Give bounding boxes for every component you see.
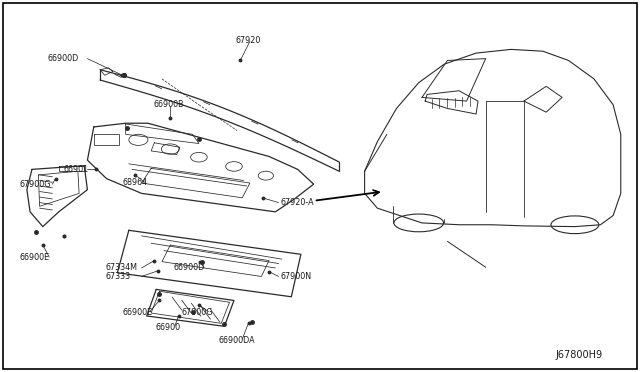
Text: 66900D: 66900D: [173, 263, 205, 272]
Text: 67900G: 67900G: [181, 308, 212, 317]
Text: 66900E: 66900E: [19, 253, 49, 263]
Text: 67920-A: 67920-A: [280, 198, 314, 207]
Text: 67900G: 67900G: [19, 180, 51, 189]
Text: 67333: 67333: [105, 272, 131, 281]
Text: 68964: 68964: [122, 178, 148, 187]
Text: 67334M: 67334M: [105, 263, 137, 272]
Text: 67900N: 67900N: [280, 272, 312, 281]
Text: 66901: 66901: [64, 165, 89, 174]
Text: 66900D: 66900D: [47, 54, 79, 63]
Text: 66900B: 66900B: [153, 100, 184, 109]
Text: 67920: 67920: [236, 36, 261, 45]
Text: 66900E: 66900E: [122, 308, 152, 317]
Text: 66900: 66900: [156, 323, 180, 331]
Text: J67800H9: J67800H9: [556, 350, 603, 360]
Text: 66900DA: 66900DA: [218, 336, 255, 345]
